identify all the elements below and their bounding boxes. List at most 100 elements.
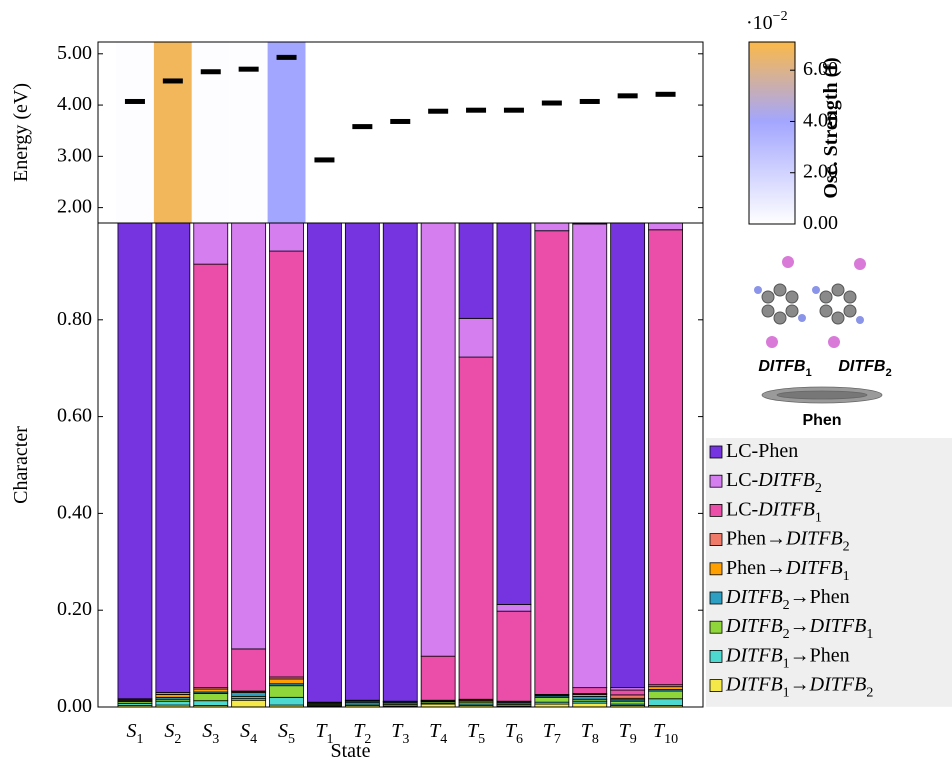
energy-level	[239, 67, 259, 72]
bar-segment	[232, 223, 266, 649]
y-tick-label: 0.80	[57, 307, 92, 329]
x-axis-label: State	[331, 740, 371, 762]
legend-swatch	[710, 563, 722, 575]
legend-swatch	[710, 504, 722, 516]
bar-segment	[194, 689, 228, 692]
legend-swatch	[710, 592, 722, 604]
figure: DITFB1 DITFB2 Phen 2.003.004.005.00Energ…	[0, 0, 952, 763]
x-tick-label: S1	[126, 720, 143, 747]
bar-segment	[649, 699, 683, 706]
energy-level	[580, 99, 600, 104]
energy-level	[163, 78, 183, 83]
colorbar	[749, 42, 795, 224]
bar-segment	[611, 695, 645, 698]
energy-level	[542, 101, 562, 106]
y-tick-label: 0.40	[57, 501, 92, 523]
bar-segment	[649, 230, 683, 685]
energy-level	[277, 55, 297, 60]
y-tick-label: 0.00	[57, 695, 92, 717]
bar-segment	[194, 223, 228, 264]
y-tick-label: 5.00	[57, 41, 92, 63]
inset-label: DITFB2	[838, 358, 891, 379]
x-tick-label: S3	[202, 720, 219, 747]
bar-segment	[232, 700, 266, 707]
bar-segment	[459, 223, 493, 318]
energy-level	[201, 69, 221, 74]
osc-strength-column	[495, 42, 533, 223]
bar-segment	[573, 224, 607, 688]
legend-swatch	[710, 621, 722, 633]
x-tick-label: T7	[543, 720, 561, 747]
x-tick-label: T5	[467, 720, 485, 747]
y-tick-label: 0.60	[57, 404, 92, 426]
energy-level	[504, 108, 524, 113]
x-tick-label: T9	[619, 720, 637, 747]
bar-segment	[345, 223, 379, 700]
osc-strength-column	[571, 42, 609, 223]
legend-swatch	[710, 680, 722, 692]
legend-swatch	[710, 475, 722, 487]
bar-segment	[573, 703, 607, 707]
energy-level	[656, 92, 676, 97]
bar-segment	[156, 701, 190, 705]
molecule-inset: DITFB1 DITFB2 Phen	[754, 256, 892, 429]
bar-segment	[194, 701, 228, 706]
bar-segment	[573, 696, 607, 699]
bar-segment	[497, 604, 531, 611]
x-tick-label: T6	[505, 720, 523, 747]
bar-segment	[611, 701, 645, 704]
x-tick-label: S2	[164, 720, 181, 747]
inset-label: DITFB1	[758, 358, 811, 379]
x-tick-label: T3	[391, 720, 409, 747]
colorbar-tick-label: 0.00	[803, 212, 838, 234]
colorbar-label: Osc. Strength (f)	[820, 57, 842, 198]
osc-strength-column	[116, 42, 154, 223]
bar-segment	[649, 223, 683, 230]
energy-level	[390, 119, 410, 124]
y-axis-label: Character	[10, 426, 32, 504]
bar-segment	[497, 611, 531, 701]
osc-strength-column	[381, 42, 419, 223]
osc-strength-column	[154, 42, 192, 223]
bar-segment	[307, 223, 341, 702]
bar-segment	[232, 692, 266, 696]
energy-level	[428, 109, 448, 114]
bar-segment	[535, 231, 569, 695]
legend-label: LC-Phen	[726, 440, 798, 462]
energy-level	[314, 157, 334, 162]
bar-segment	[421, 656, 455, 700]
x-tick-label: T8	[581, 720, 599, 747]
bar-segment	[118, 223, 152, 699]
bar-segment	[270, 697, 304, 705]
x-tick-label: T4	[429, 720, 447, 747]
osc-strength-column	[457, 42, 495, 223]
bar-segment	[497, 223, 531, 604]
osc-strength-column	[609, 42, 647, 223]
y-tick-label: 4.00	[57, 93, 92, 115]
energy-level	[466, 108, 486, 113]
x-tick-label: S4	[240, 720, 257, 747]
energy-level	[352, 124, 372, 129]
osc-strength-column	[268, 42, 306, 223]
bar-segment	[156, 223, 190, 692]
energy-level	[125, 99, 145, 104]
osc-strength-column	[419, 42, 457, 223]
inset-label: Phen	[802, 412, 841, 429]
colorbar-multiplier: ·10−2	[746, 9, 788, 34]
bar-segment	[194, 264, 228, 688]
osc-strength-column	[647, 42, 685, 223]
legend-swatch	[710, 650, 722, 662]
bar-segment	[270, 686, 304, 698]
y-tick-label: 3.00	[57, 144, 92, 166]
bar-segment	[649, 687, 683, 690]
bar-segment	[383, 223, 417, 701]
bar-segment	[270, 223, 304, 251]
legend-swatch	[710, 446, 722, 458]
y-axis-label: Energy (eV)	[10, 83, 32, 182]
osc-strength-column	[343, 42, 381, 223]
bar-segment	[611, 223, 645, 688]
bar-segment	[194, 693, 228, 700]
osc-strength-column	[533, 42, 571, 223]
bar-segment	[232, 649, 266, 691]
osc-strength-column	[192, 42, 230, 223]
